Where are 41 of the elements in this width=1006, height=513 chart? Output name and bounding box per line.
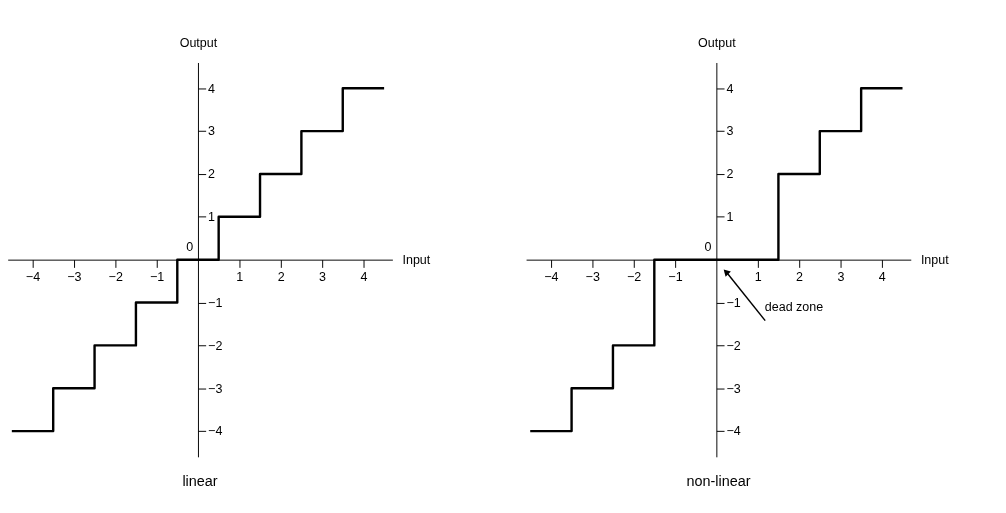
y-tick-label: 1 <box>208 210 216 225</box>
x-tick-label: −1 <box>668 270 683 285</box>
x-tick-label: −3 <box>585 270 600 285</box>
x-tick-label: −4 <box>25 270 41 285</box>
annotation: dead zone <box>764 300 824 314</box>
y-tick-label: −1 <box>726 295 741 310</box>
y-tick-label: 3 <box>726 124 734 139</box>
x-axis-title: Input <box>920 253 950 267</box>
y-axis-title: Output <box>698 35 737 50</box>
y-tick-label: 3 <box>208 124 216 139</box>
y-tick-label: −2 <box>726 338 741 353</box>
text: linear <box>182 472 218 489</box>
x-tick-label: 2 <box>277 270 285 285</box>
x-tick-label: −3 <box>67 270 82 285</box>
x-axis-title: Input <box>402 253 431 267</box>
x-tick-label: 1 <box>754 270 762 285</box>
text: non-linear <box>686 472 751 489</box>
y-tick-label: −4 <box>208 424 223 439</box>
y-tick-label: −3 <box>208 381 223 396</box>
y-tick-label: −4 <box>726 424 741 439</box>
y-tick-label: 4 <box>208 81 216 96</box>
x-tick-label: −2 <box>108 270 123 285</box>
y-tick-label: −3 <box>726 381 741 396</box>
x-tick-label: −4 <box>544 270 559 285</box>
x-tick-label: 1 <box>236 270 244 285</box>
y-tick-label: 1 <box>726 210 734 225</box>
y-tick-label: −1 <box>208 295 223 310</box>
x-tick-label: 2 <box>796 270 804 285</box>
x-tick-label: 3 <box>319 270 327 285</box>
x-tick-label: 4 <box>360 270 368 285</box>
y-tick-label: 2 <box>726 167 734 182</box>
x-tick-label: 3 <box>837 270 845 285</box>
x-tick-label: −2 <box>626 270 642 285</box>
annotation: 0 <box>186 240 194 255</box>
y-tick-label: 4 <box>726 81 734 96</box>
annotation: 0 <box>704 240 712 255</box>
x-tick-label: −1 <box>149 270 165 285</box>
y-axis-title: Output <box>179 35 218 50</box>
y-tick-label: −2 <box>208 338 223 353</box>
x-tick-label: 4 <box>878 270 886 285</box>
y-tick-label: 2 <box>208 167 216 182</box>
